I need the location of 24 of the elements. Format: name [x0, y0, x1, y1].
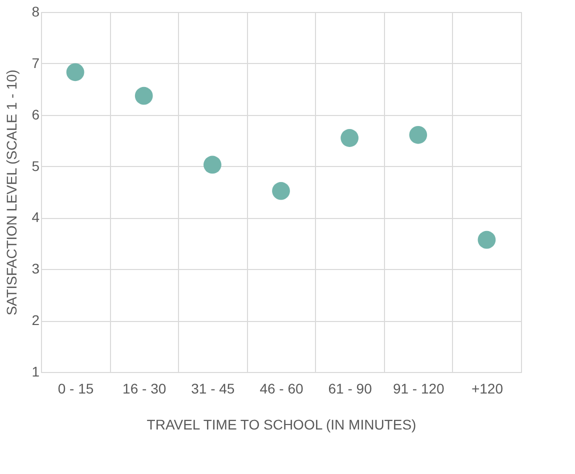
x-tick-label: 46 - 60 — [260, 380, 304, 396]
x-axis-title: TRAVEL TIME TO SCHOOL (IN MINUTES) — [146, 416, 416, 432]
y-axis-title: SATISFACTION LEVEL (SCALE 1 - 10) — [4, 70, 20, 316]
x-tick-label: +120 — [471, 380, 504, 396]
y-tick-label: 8 — [32, 4, 40, 20]
x-tick-label: 91 - 120 — [392, 380, 445, 396]
point — [134, 86, 153, 105]
y-tick-label: 3 — [32, 260, 40, 277]
x-tick-label: 31 - 45 — [191, 380, 235, 396]
point — [272, 182, 290, 200]
x-tick-label: 16 - 30 — [122, 380, 166, 396]
y-tick-label: 4 — [32, 209, 40, 226]
point — [340, 129, 359, 147]
y-tick-label: 5 — [32, 158, 40, 174]
x-tick-label: 0 - 15 — [58, 380, 94, 396]
point — [409, 126, 428, 144]
y-tick-label: 1 — [32, 364, 40, 380]
point — [66, 63, 84, 82]
point — [203, 156, 222, 174]
point — [478, 230, 496, 249]
y-tick-label: 2 — [32, 312, 40, 328]
y-tick-label: 6 — [32, 106, 40, 122]
x-tick-label: 61 - 90 — [328, 380, 372, 396]
y-tick-label: 7 — [32, 54, 40, 71]
